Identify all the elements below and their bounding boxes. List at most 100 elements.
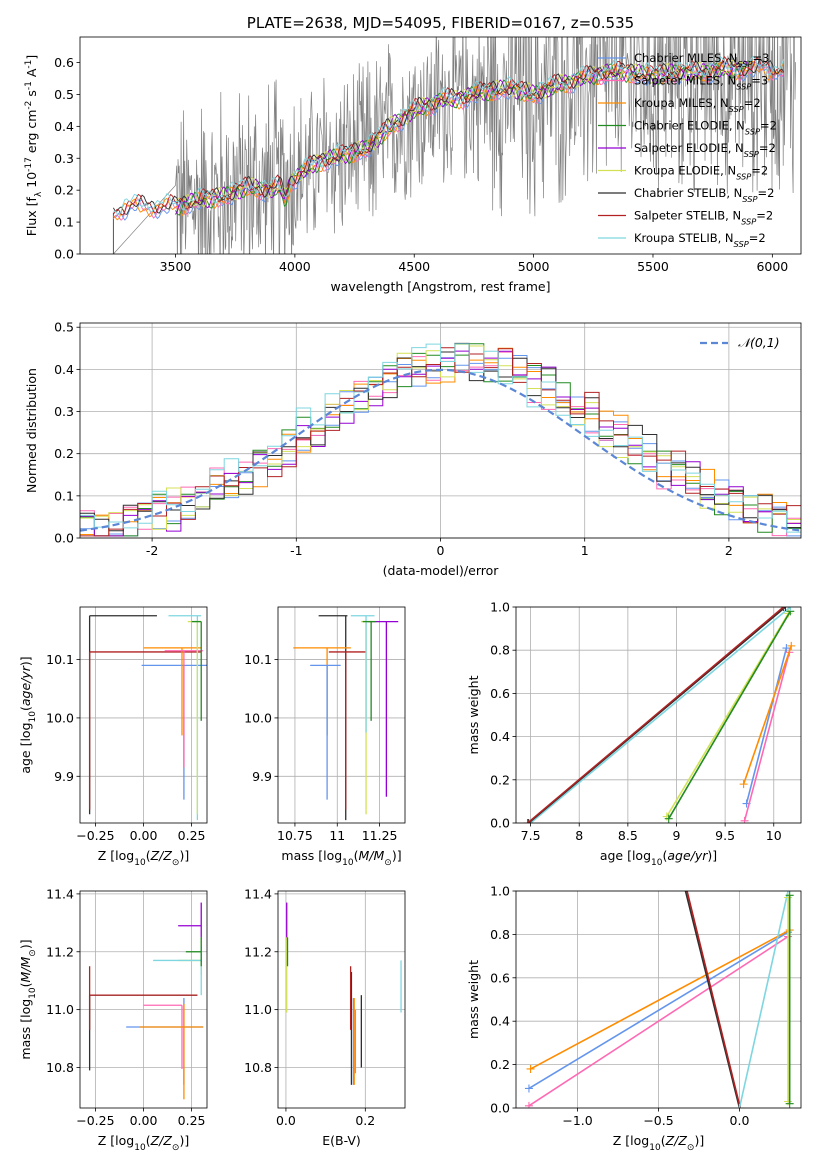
y-tick-label: 1.0 (490, 600, 510, 615)
y-tick-label: 0.5 (54, 87, 74, 102)
y-tick-label: 0.8 (490, 927, 510, 942)
x-tick-label: 0.2 (355, 1113, 375, 1128)
x-tick-label: 0.0 (730, 1113, 750, 1128)
gaussian-legend-label: 𝒩(0,1) (738, 335, 780, 350)
y-tick-label: 11.2 (244, 944, 272, 959)
weight-line (785, 891, 794, 1108)
weight-marker (680, 876, 688, 884)
y-tick-label: 0.4 (490, 1014, 510, 1029)
legend-entry: Kroupa STELIB, NSSP=2 (634, 231, 766, 249)
y-tick-label: 10.8 (244, 1060, 272, 1075)
gaussian-curve (80, 368, 801, 532)
y-tick-label: 0.4 (54, 119, 74, 134)
y-tick-label: 10.1 (244, 652, 272, 667)
x-tick-label: −0.25 (76, 828, 114, 843)
x-tick-label: 5500 (637, 259, 669, 274)
x-tick-label: 10.75 (277, 828, 313, 843)
weight-line (784, 893, 793, 1106)
y-tick-label: 0.6 (490, 686, 510, 701)
errorbar-point (328, 651, 367, 810)
y-tick-label: 10.8 (46, 1060, 74, 1075)
x-tick-label: 9 (673, 828, 681, 843)
weight-vs-age-x-axis-label: age [log10(age/yr)] (600, 848, 717, 868)
age-vs-Z-axes: −0.25 0.00 0.25 9.9 10.0 10.1 Z [log10(Z/Z⊙)] a… (18, 606, 208, 868)
weight-line (679, 876, 744, 1108)
weight-marker (526, 1064, 535, 1073)
errorbar-point (88, 615, 157, 815)
x-tick-label: −0.25 (76, 1113, 114, 1128)
x-tick-label: 11.25 (362, 828, 398, 843)
x-tick-label: −0.5 (643, 1113, 673, 1128)
model-spectrum-9 (113, 55, 785, 216)
weight-marker (524, 1101, 533, 1108)
x-tick-label: 0.25 (178, 828, 206, 843)
weight-marker (739, 780, 748, 789)
errorbar-point (143, 647, 202, 736)
residual-histogram-9 (80, 343, 801, 533)
errorbar-point (153, 945, 202, 996)
weight-marker (664, 814, 673, 823)
x-tick-label: -2 (146, 543, 158, 558)
y-tick-label: 0.2 (54, 183, 74, 198)
age-vs-mass-x-axis-label: mass [log10(M/M⊙)] (281, 848, 401, 868)
y-tick-label: 11.4 (244, 886, 272, 901)
y-tick-label: 10.1 (46, 652, 74, 667)
x-tick-label: 8.5 (618, 828, 638, 843)
mass-vs-Z-x-axis-label: Z [log10(Z/Z⊙)] (98, 1133, 189, 1153)
weight-marker (679, 876, 687, 884)
mass-vs-ebv-frame (277, 890, 406, 1109)
x-tick-label: 11 (329, 828, 345, 843)
x-tick-label: 9.5 (715, 828, 735, 843)
spectrum-axes: 3500 4000 4500 5000 5500 6000 0.0 0.1 0.2 0.3 0.4 0… (24, 36, 802, 294)
y-tick-label: 0.5 (54, 320, 74, 335)
y-tick-label: 0.3 (54, 151, 74, 166)
y-tick-label: 0.1 (54, 488, 74, 503)
weight-line (735, 891, 793, 1108)
weight-marker (523, 819, 532, 823)
weight-marker (786, 607, 795, 611)
x-tick-label: 0.25 (178, 1113, 206, 1128)
x-tick-label: 2 (725, 543, 733, 558)
y-tick-label: 9.9 (54, 769, 74, 784)
y-tick-label: 0.8 (490, 643, 510, 658)
y-tick-label: 0.6 (490, 970, 510, 985)
errorbar-point (143, 1004, 183, 1069)
y-tick-label: 1.0 (490, 884, 510, 899)
y-tick-label: 10.0 (244, 710, 272, 725)
errorbar-point (350, 615, 375, 733)
y-tick-label: 0.1 (54, 215, 74, 230)
weight-vs-Z-x-axis-label: Z [log10(Z/Z⊙)] (613, 1133, 704, 1153)
x-tick-label: 6000 (756, 259, 788, 274)
weight-line (664, 607, 795, 823)
mass-vs-Z-y-axis-label: mass [log10(M/M⊙)] (18, 939, 38, 1059)
mass-vs-Z-axes: −0.25 0.00 0.25 10.8 11.0 11.2 11.4 Z [log10(Z/… (18, 886, 208, 1153)
x-tick-label: 4500 (398, 259, 430, 274)
weight-marker (787, 641, 796, 650)
residuals-axes: -2 -1 0 1 2 0.0 0.1 0.2 0.3 0.4 0.5 (data-model)/er… (24, 320, 802, 578)
y-tick-label: 0.0 (54, 247, 74, 262)
weight-vs-age-plot-area (523, 607, 796, 823)
x-tick-label: 4000 (279, 259, 311, 274)
x-tick-label: 3500 (160, 259, 192, 274)
weight-vs-age-frame (515, 606, 802, 824)
mass-vs-ebv-x-axis-label: E(B-V) (322, 1133, 361, 1148)
residuals-x-axis-label: (data-model)/error (383, 563, 500, 578)
age-vs-mass-plot-area (293, 615, 399, 821)
y-tick-label: 0.0 (490, 816, 510, 831)
errorbar-point (310, 664, 341, 800)
weight-vs-age-axes: 7.5 8 8.5 9 9.5 10 0.0 0.2 0.4 0.6 0.8 1.0 age [log1… (466, 600, 802, 868)
weight-marker (781, 607, 790, 611)
y-tick-label: 9.9 (252, 769, 272, 784)
legend-entry: Chabrier MILES, NSSP=3 (634, 51, 769, 69)
legend-entry: Salpeter ELODIE, NSSP=2 (634, 141, 776, 159)
y-tick-label: 11.4 (46, 886, 74, 901)
model-spectrum-6 (175, 59, 749, 208)
legend-entry: Salpeter MILES, NSSP=3 (634, 74, 768, 92)
y-tick-label: 11.2 (46, 944, 74, 959)
legend-entry: Kroupa MILES, NSSP=2 (634, 96, 761, 114)
errorbar-point (191, 620, 202, 721)
weight-vs-Z-y-axis-label: mass weight (466, 960, 481, 1039)
y-tick-label: 10.0 (46, 710, 74, 725)
x-tick-label: 0.00 (130, 828, 158, 843)
